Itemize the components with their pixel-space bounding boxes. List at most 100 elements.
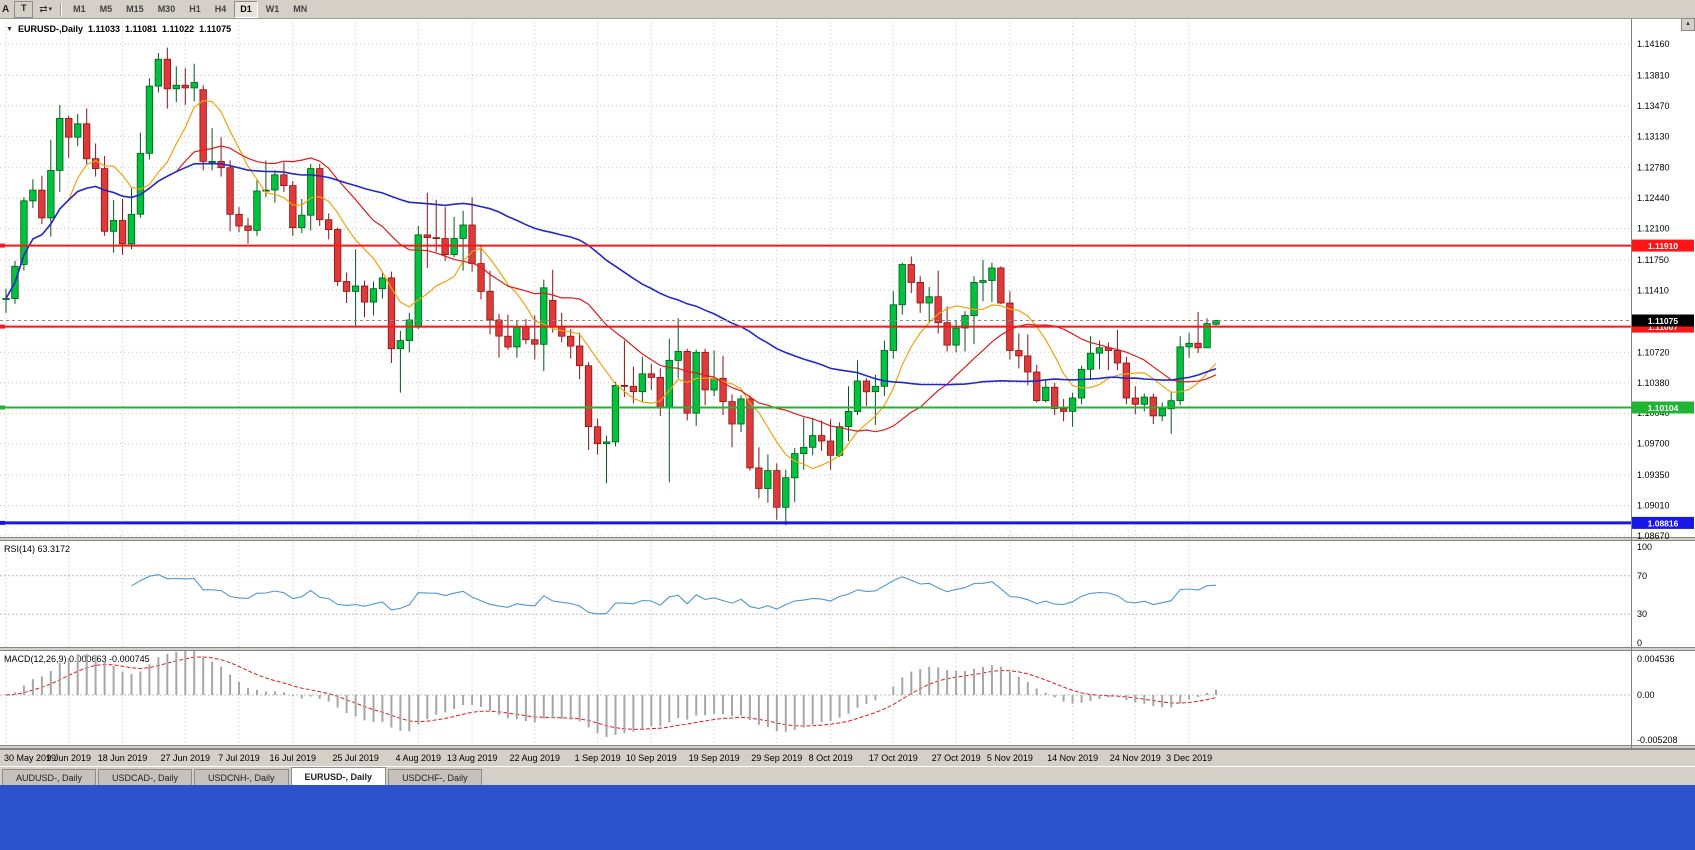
date-label: 17 Oct 2019	[869, 753, 918, 763]
date-label: 9 Jun 2019	[46, 753, 91, 763]
timeframe-toolbar: M1 M5 M15 M30 H1 H4 D1 W1 MN	[66, 0, 314, 18]
price-axis[interactable]: 1.14160 1.13810 1.13470 1.13130 1.12780 1.124…	[1637, 39, 1670, 541]
svg-text:1.10104: 1.10104	[1648, 403, 1679, 413]
svg-text:0.004536: 0.004536	[1637, 654, 1675, 664]
macd-axis[interactable]: 0.004536 0.00 -0.005208	[1637, 654, 1678, 745]
date-label: 25 Jul 2019	[332, 753, 379, 763]
svg-text:1.11075: 1.11075	[1648, 316, 1679, 326]
date-label: 30 May 2019	[4, 753, 56, 763]
svg-text:1.12100: 1.12100	[1637, 224, 1670, 234]
svg-text:1.12440: 1.12440	[1637, 193, 1670, 203]
shift-arrows-icon: ⇄	[39, 3, 48, 15]
chart-tab-usdcnh[interactable]: USDCNH-, Daily	[194, 769, 289, 785]
macd-signal-line	[5, 656, 1217, 730]
svg-text:1.14160: 1.14160	[1637, 39, 1670, 49]
rsi-panel: RSI(14) 63.3172	[0, 544, 1631, 615]
timeframe-button-m1[interactable]: M1	[73, 4, 86, 14]
ma-fast-line	[5, 99, 1217, 470]
timeframe-button-m5[interactable]: M5	[99, 4, 113, 14]
date-label: 1 Sep 2019	[575, 753, 621, 763]
date-label: 18 Jun 2019	[98, 753, 148, 763]
date-label: 27 Oct 2019	[932, 753, 981, 763]
current-price-tag: 1.11075	[1632, 314, 1694, 327]
rsi-axis[interactable]: 100 70 30 0	[1637, 542, 1652, 648]
date-label: 7 Jul 2019	[218, 753, 260, 763]
svg-text:1.12780: 1.12780	[1637, 163, 1670, 173]
date-label: 14 Nov 2019	[1047, 753, 1098, 763]
collapse-chart-icon[interactable]: ▼	[6, 25, 13, 33]
panel-splitter[interactable]	[0, 537, 1695, 541]
ohlc-open-value: 1.11033	[87, 24, 120, 34]
svg-text:1.08670: 1.08670	[1637, 531, 1670, 541]
ohlc-high-value: 1.11081	[125, 24, 158, 34]
svg-text:1.13810: 1.13810	[1637, 70, 1670, 80]
date-label: 13 Aug 2019	[447, 753, 498, 763]
svg-text:0.00: 0.00	[1637, 690, 1655, 700]
price-level-lines[interactable]	[0, 243, 1631, 525]
chart-ohlc-readout: ▼ EURUSD-,Daily 1.11033 1.11081 1.11022 …	[6, 24, 231, 34]
panel-splitter[interactable]	[0, 647, 1695, 651]
timeframe-button-w1[interactable]: W1	[265, 4, 280, 14]
svg-text:1.11007: 1.11007	[1648, 322, 1679, 332]
svg-text:1.09010: 1.09010	[1637, 501, 1670, 511]
chart-symbol-label: EURUSD-,Daily	[17, 24, 83, 34]
price-tag-1.10104: 1.10104	[1632, 401, 1694, 414]
date-label: 8 Oct 2019	[809, 753, 853, 763]
timeframe-button-m30[interactable]: M30	[157, 4, 176, 14]
svg-text:1.10720: 1.10720	[1637, 347, 1670, 357]
date-label: 4 Aug 2019	[396, 753, 442, 763]
ma-medium-line	[5, 145, 1217, 433]
svg-text:1.11750: 1.11750	[1637, 255, 1669, 265]
svg-text:100: 100	[1637, 542, 1652, 552]
date-label: 10 Sep 2019	[626, 753, 677, 763]
date-label: 29 Sep 2019	[751, 753, 802, 763]
chart-shift-tool-icon[interactable]: ⇄ ▾	[39, 4, 52, 15]
rsi-line	[131, 574, 1217, 615]
svg-text:70: 70	[1637, 571, 1647, 581]
timeframe-button-h1[interactable]: H1	[189, 4, 201, 14]
dropdown-arrow-icon: ▾	[48, 6, 53, 13]
chart-tab-audusd[interactable]: AUDUSD-, Daily	[2, 769, 97, 785]
chart-background	[0, 18, 1695, 749]
scroll-up-button[interactable]: ▲	[1681, 18, 1695, 31]
date-label: 22 Aug 2019	[510, 753, 561, 763]
svg-text:1.09350: 1.09350	[1637, 470, 1670, 480]
svg-text:1.13130: 1.13130	[1637, 131, 1670, 141]
svg-text:1.08816: 1.08816	[1648, 518, 1679, 528]
panel-splitter[interactable]	[0, 745, 1695, 749]
date-label: 3 Dec 2019	[1166, 753, 1212, 763]
timeframe-button-m15[interactable]: M15	[126, 4, 144, 14]
macd-histogram	[14, 650, 1217, 737]
price-tag-1.08816: 1.08816	[1632, 516, 1694, 529]
svg-text:1.13470: 1.13470	[1637, 101, 1670, 111]
toolbar: A T ⇄ ▾ M1 M5 M15 M30 H1 H4 D1 W1 MN	[0, 0, 1695, 19]
date-label: 5 Nov 2019	[987, 753, 1033, 763]
svg-text:1.11910: 1.11910	[1648, 241, 1679, 251]
text-tool-button[interactable]: T	[14, 0, 34, 18]
candlesticks	[2, 47, 1220, 526]
chart-tab-eurusd[interactable]: EURUSD-, Daily	[290, 767, 387, 785]
chart-tab-bar: AUDUSD-, Daily USDCAD-, Daily USDCNH-, Dai…	[0, 766, 1695, 785]
svg-text:1.11410: 1.11410	[1637, 285, 1669, 295]
chart-tab-usdcad[interactable]: USDCAD-, Daily	[98, 769, 193, 785]
svg-text:1.10380: 1.10380	[1637, 378, 1670, 388]
chart-tab-usdchf[interactable]: USDCHF-, Daily	[388, 769, 482, 785]
date-label: 27 Jun 2019	[161, 753, 211, 763]
svg-text:-0.005208: -0.005208	[1637, 735, 1678, 745]
timeframe-button-d1[interactable]: D1	[234, 0, 258, 18]
timeframe-button-mn[interactable]: MN	[293, 4, 308, 14]
timeframe-button-h4[interactable]: H4	[214, 4, 227, 14]
date-label: 24 Nov 2019	[1110, 753, 1161, 763]
date-label: 19 Sep 2019	[689, 753, 740, 763]
svg-text:0: 0	[1637, 638, 1642, 648]
ma-slow-line	[5, 162, 1217, 386]
svg-text:30: 30	[1637, 609, 1647, 619]
price-tag-1.11910: 1.11910	[1632, 239, 1694, 252]
toolbar-item-a[interactable]: A	[2, 3, 10, 15]
rsi-label: RSI(14) 63.3172	[4, 544, 70, 554]
date-label: 16 Jul 2019	[270, 753, 317, 763]
toolbar-separator	[60, 2, 63, 16]
